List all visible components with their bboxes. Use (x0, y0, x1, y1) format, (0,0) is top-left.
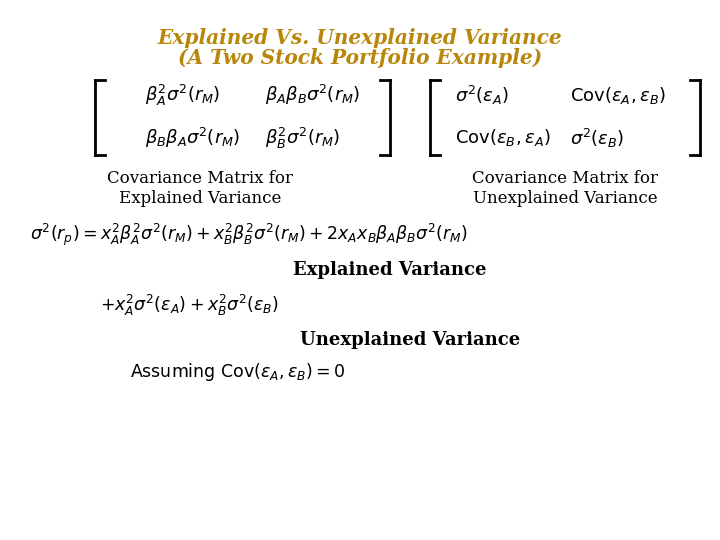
Text: Covariance Matrix for
Explained Variance: Covariance Matrix for Explained Variance (107, 170, 293, 207)
Text: $\sigma^2(\varepsilon_B)$: $\sigma^2(\varepsilon_B)$ (570, 126, 624, 150)
Text: Covariance Matrix for
Unexplained Variance: Covariance Matrix for Unexplained Varian… (472, 170, 658, 207)
Text: $\mathrm{Assuming\ Cov}(\varepsilon_A,\varepsilon_B)=0$: $\mathrm{Assuming\ Cov}(\varepsilon_A,\v… (130, 361, 346, 383)
Text: $+x_A^2\sigma^2(\varepsilon_A)+x_B^2\sigma^2(\varepsilon_B)$: $+x_A^2\sigma^2(\varepsilon_A)+x_B^2\sig… (100, 293, 279, 318)
Text: $\beta_B\beta_A\sigma^2(r_M)$: $\beta_B\beta_A\sigma^2(r_M)$ (145, 126, 240, 150)
Text: $\beta_B^2\sigma^2(r_M)$: $\beta_B^2\sigma^2(r_M)$ (265, 125, 341, 151)
Text: $\beta_A^2\sigma^2(r_M)$: $\beta_A^2\sigma^2(r_M)$ (145, 83, 220, 107)
Text: Explained Variance: Explained Variance (293, 261, 487, 279)
Text: (A Two Stock Portfolio Example): (A Two Stock Portfolio Example) (178, 48, 542, 68)
Text: $\mathrm{Cov}(\varepsilon_A,\varepsilon_B)$: $\mathrm{Cov}(\varepsilon_A,\varepsilon_… (570, 84, 666, 105)
Text: Unexplained Variance: Unexplained Variance (300, 331, 521, 349)
Text: $\sigma^2(\varepsilon_A)$: $\sigma^2(\varepsilon_A)$ (455, 84, 509, 106)
Text: $\beta_A\beta_B\sigma^2(r_M)$: $\beta_A\beta_B\sigma^2(r_M)$ (265, 83, 360, 107)
Text: $\mathrm{Cov}(\varepsilon_B,\varepsilon_A)$: $\mathrm{Cov}(\varepsilon_B,\varepsilon_… (455, 127, 551, 149)
Text: Explained Vs. Unexplained Variance: Explained Vs. Unexplained Variance (158, 28, 562, 48)
Text: $\sigma^2(r_p)=x_A^2\beta_A^2\sigma^2(r_M)+x_B^2\beta_B^2\sigma^2(r_M)+2x_Ax_B\b: $\sigma^2(r_p)=x_A^2\beta_A^2\sigma^2(r_… (30, 222, 468, 248)
